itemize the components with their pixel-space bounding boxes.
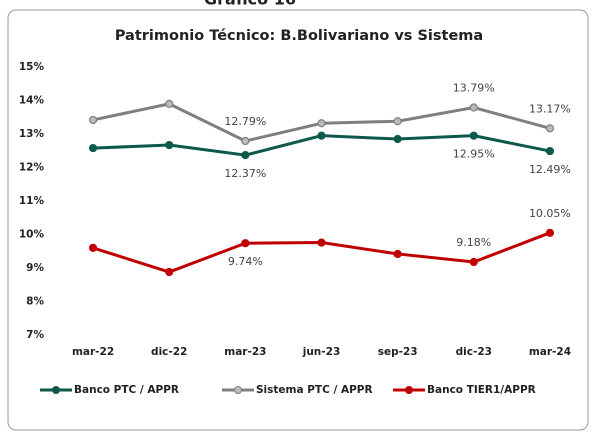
data-point xyxy=(165,99,174,108)
data-point xyxy=(88,143,98,153)
data-point xyxy=(241,239,250,248)
data-point xyxy=(317,238,326,247)
data-point xyxy=(393,134,402,144)
y-tick-label: 14% xyxy=(19,95,45,107)
data-point xyxy=(545,228,555,237)
data-point xyxy=(317,119,326,128)
x-tick-label: mar-22 xyxy=(72,346,114,358)
x-tick-label: mar-24 xyxy=(529,346,571,358)
chart-title: Patrimonio Técnico: B.Bolivariano vs Sis… xyxy=(115,28,483,44)
y-tick-label: 15% xyxy=(19,61,45,73)
data-point xyxy=(241,151,250,160)
y-tick-label: 11% xyxy=(19,195,45,207)
data-label: 9.18% xyxy=(456,236,491,249)
y-tick-label: 9% xyxy=(26,262,44,274)
data-label: 12.37% xyxy=(224,167,266,180)
y-tick-label: 7% xyxy=(26,329,44,341)
y-tick-label: 12% xyxy=(19,162,45,174)
data-point xyxy=(545,146,555,156)
data-point xyxy=(393,117,402,126)
legend-label: Sistema PTC / APPR xyxy=(256,384,373,396)
data-label: 9.74% xyxy=(228,255,263,268)
figure-caption: Gráfico 16 xyxy=(204,0,296,9)
data-label: 12.95% xyxy=(453,148,495,161)
data-label: 13.79% xyxy=(453,82,495,95)
legend-marker xyxy=(52,386,60,394)
x-tick-label: sep-23 xyxy=(378,346,418,358)
data-point xyxy=(241,136,250,146)
data-point xyxy=(88,243,98,252)
data-point xyxy=(165,267,174,277)
data-point xyxy=(165,140,174,150)
x-tick-label: dic-22 xyxy=(151,346,187,358)
data-label: 13.17% xyxy=(529,102,571,115)
x-tick-label: mar-23 xyxy=(224,346,266,358)
data-label: 10.05% xyxy=(529,207,571,220)
data-point xyxy=(88,115,98,125)
data-point xyxy=(469,131,478,140)
legend-label: Banco PTC / APPR xyxy=(74,384,179,396)
data-label: 12.79% xyxy=(224,115,266,128)
data-point xyxy=(317,131,326,140)
y-tick-label: 8% xyxy=(26,296,44,308)
legend-marker xyxy=(405,386,413,394)
x-tick-label: jun-23 xyxy=(302,346,341,358)
data-point xyxy=(545,124,555,133)
data-point xyxy=(393,249,402,259)
legend-marker xyxy=(234,386,242,394)
y-tick-label: 10% xyxy=(19,229,45,241)
y-tick-label: 13% xyxy=(19,128,45,140)
legend-label: Banco TIER1/APPR xyxy=(427,384,536,396)
chart-border xyxy=(7,9,589,431)
data-label: 12.49% xyxy=(529,163,571,176)
data-point xyxy=(469,103,478,112)
data-point xyxy=(469,257,478,267)
x-tick-label: dic-23 xyxy=(456,346,492,358)
